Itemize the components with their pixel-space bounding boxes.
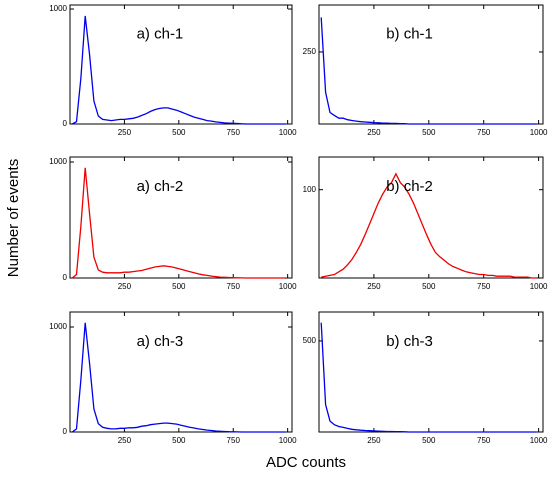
x-tick-label: 750: [227, 128, 241, 137]
y-tick-label: 500: [303, 336, 317, 345]
x-tick-label: 750: [477, 436, 491, 445]
x-tick-label: 500: [172, 282, 186, 291]
panel-frame: [69, 4, 293, 125]
x-axis-label: ADC counts: [266, 454, 346, 471]
panel-frame: [318, 4, 544, 125]
histogram-line: [71, 167, 286, 279]
x-tick-label: 750: [477, 128, 491, 137]
y-tick-label: 0: [63, 427, 68, 436]
x-tick-label: 1000: [279, 128, 297, 137]
x-tick-label: 500: [422, 282, 436, 291]
x-tick-label: 750: [227, 282, 241, 291]
panel-annotation: a) ch-1: [137, 26, 184, 43]
x-tick-label: 750: [477, 282, 491, 291]
x-tick-label: 250: [118, 282, 132, 291]
y-tick-label: 250: [303, 47, 317, 56]
histogram-line: [71, 15, 286, 125]
panel-frame: [318, 156, 544, 279]
panel-annotation: a) ch-3: [137, 333, 184, 350]
x-tick-label: 1000: [530, 282, 548, 291]
y-tick-label: 1000: [49, 4, 67, 13]
x-tick-label: 1000: [530, 128, 548, 137]
x-tick-label: 250: [367, 282, 381, 291]
x-tick-label: 500: [422, 436, 436, 445]
y-tick-label: 0: [63, 273, 68, 282]
x-tick-label: 1000: [279, 282, 297, 291]
panel-frame: [69, 156, 293, 279]
panel-annotation: b) ch-1: [386, 26, 433, 43]
y-tick-label: 1000: [49, 157, 67, 166]
y-tick-label: 0: [63, 119, 68, 128]
x-tick-label: 1000: [530, 436, 548, 445]
panel-annotation: b) ch-3: [386, 333, 433, 350]
y-axis-label: Number of events: [5, 159, 22, 277]
histogram-line: [320, 322, 537, 433]
y-tick-label: 100: [303, 185, 317, 194]
histogram-line: [71, 322, 286, 433]
panel-annotation: b) ch-2: [386, 178, 433, 195]
x-tick-label: 750: [227, 436, 241, 445]
x-tick-label: 500: [422, 128, 436, 137]
x-tick-label: 250: [118, 436, 132, 445]
panel-frame: [69, 311, 293, 433]
x-tick-label: 500: [172, 436, 186, 445]
y-tick-label: 1000: [49, 322, 67, 331]
histogram-line: [320, 17, 537, 125]
x-tick-label: 500: [172, 128, 186, 137]
x-tick-label: 1000: [279, 436, 297, 445]
panel-annotation: a) ch-2: [137, 178, 184, 195]
histogram-line: [321, 172, 537, 279]
x-tick-label: 250: [118, 128, 132, 137]
x-tick-label: 250: [367, 436, 381, 445]
panel-frame: [318, 311, 544, 433]
x-tick-label: 250: [367, 128, 381, 137]
